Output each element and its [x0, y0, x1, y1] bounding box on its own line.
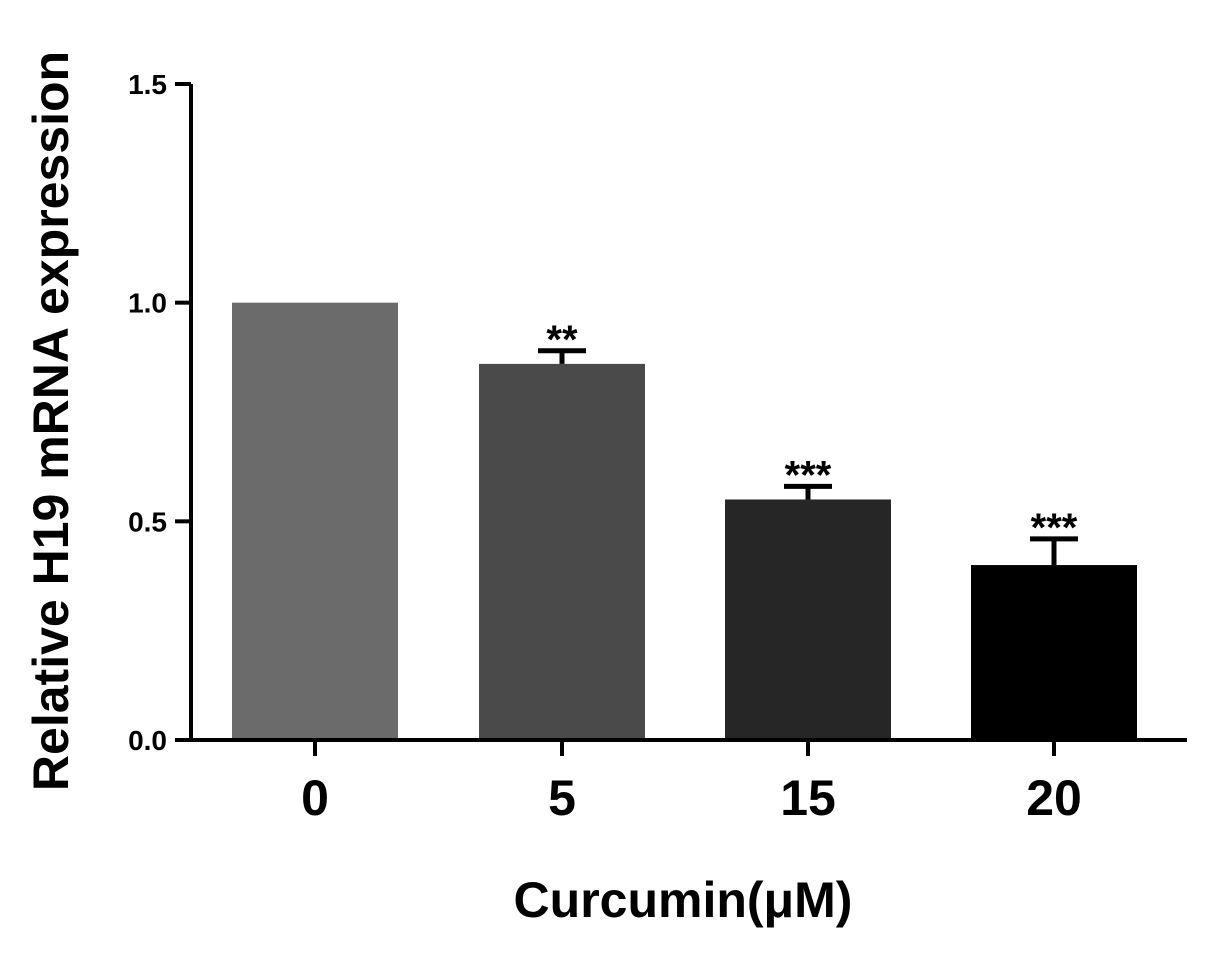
y-tick-label: 0.5 — [128, 506, 167, 537]
y-tick-label: 1.0 — [128, 288, 167, 319]
bar-15 — [725, 499, 891, 740]
x-tick-label: 5 — [548, 770, 576, 826]
bars-layer — [232, 302, 1137, 740]
x-tick-label: 0 — [301, 770, 329, 826]
y-tick-label: 1.5 — [128, 69, 167, 100]
bar-20 — [971, 565, 1137, 740]
axes-layer — [189, 84, 1187, 742]
x-axis-title: Curcumin(μM) — [514, 872, 853, 928]
bar-0 — [232, 302, 398, 740]
y-tick-label: 0.0 — [128, 725, 167, 756]
x-tick-label: 15 — [780, 770, 836, 826]
x-ticks-layer: 0 5 15 20 — [301, 740, 1082, 826]
significance-layer: ******** — [546, 318, 1077, 550]
error-bars-layer — [538, 348, 1078, 566]
bar-5 — [479, 363, 645, 740]
significance-label: ** — [546, 318, 578, 362]
significance-label: *** — [785, 453, 832, 497]
y-ticks-layer: 0.0 0.5 1.0 1.5 — [128, 69, 191, 756]
y-axis-title: Relative H19 mRNA expression — [23, 51, 79, 791]
x-tick-label: 20 — [1026, 770, 1082, 826]
significance-label: *** — [1031, 506, 1078, 550]
